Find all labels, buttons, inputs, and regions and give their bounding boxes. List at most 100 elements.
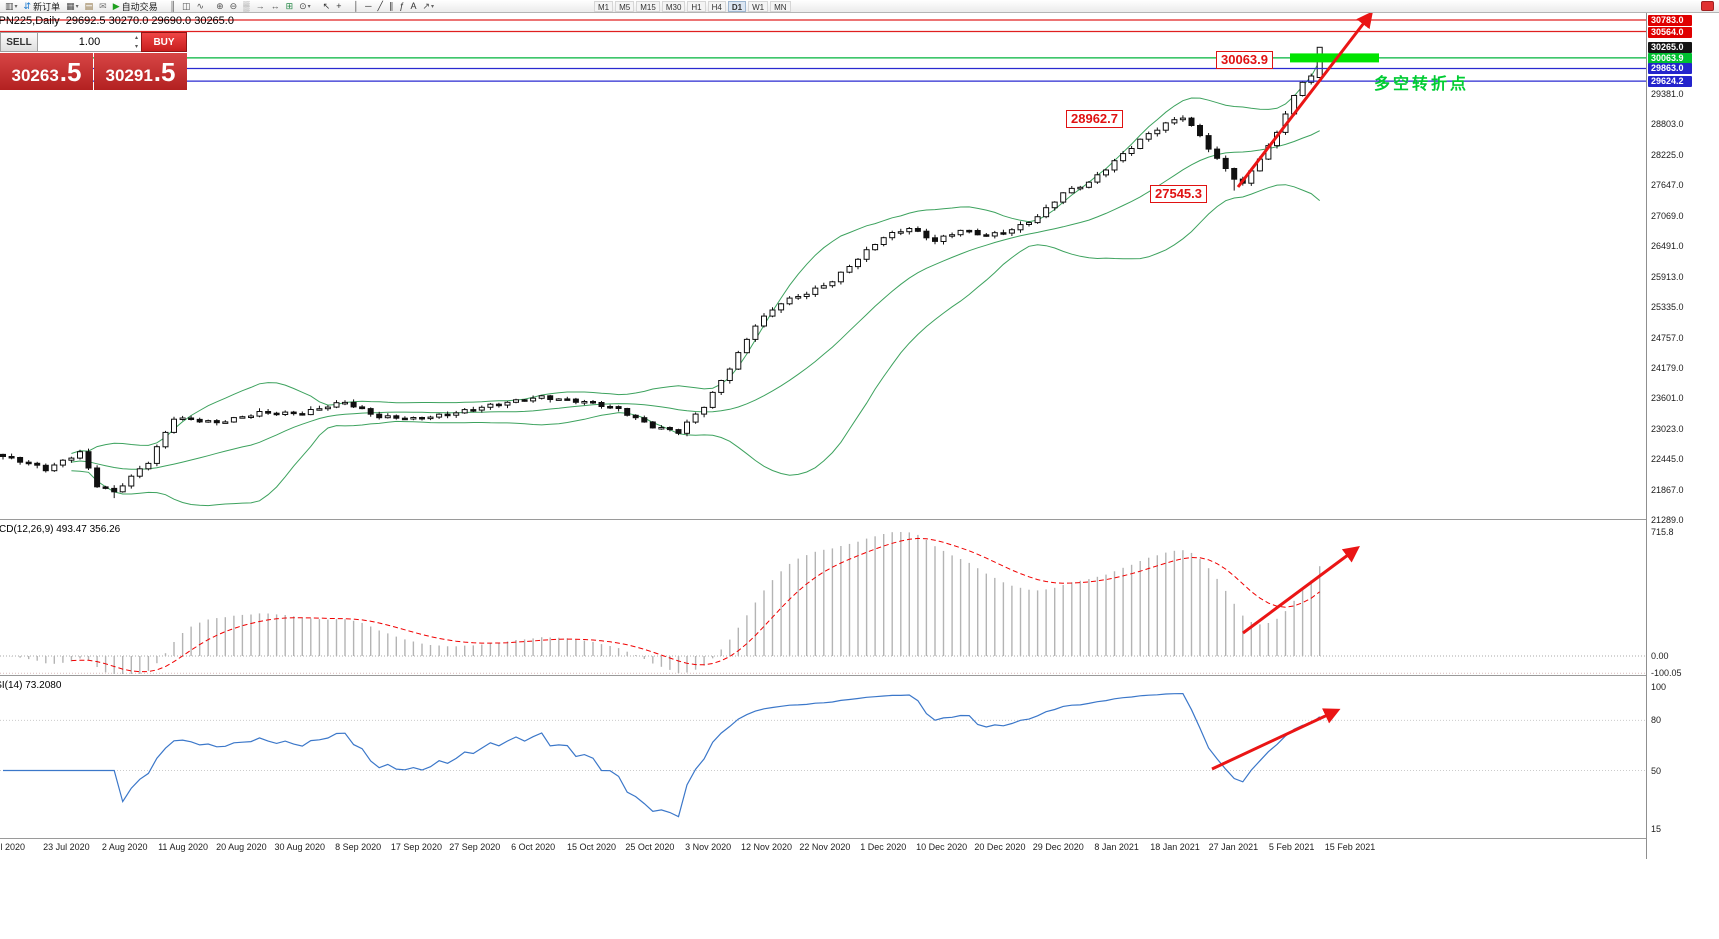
channel-icon[interactable]: ∥: [387, 0, 396, 12]
volume-spinner[interactable]: ▴ ▾: [135, 34, 138, 52]
vline-icon-glyph: │: [353, 1, 360, 11]
chart-window-icon-glyph: ▥: [5, 1, 14, 11]
crosshair-icon[interactable]: +: [334, 0, 343, 12]
main-toolbar: ▥ ▾ ⇵ 新订单 ▦ ▾ ▤ ✉ ▶ 自动交易 ║ ◫ ∿ ⊕ ⊖ ▒ → ↔ ⊞ ⊙ ▾ ↖ + │ ─ ╱ ∥ ƒ A ↗ ▾ M1 M…: [0, 0, 1719, 13]
price-level-chip: 30564.0: [1648, 26, 1692, 38]
vline-icon[interactable]: │: [351, 0, 361, 12]
timeframe-h4[interactable]: H4: [707, 0, 726, 12]
panel-separator[interactable]: [0, 519, 1719, 520]
price-annotation[interactable]: 27545.3: [1150, 185, 1207, 203]
buy-price-button[interactable]: 30291 .5: [94, 53, 187, 90]
timeframe-m1[interactable]: M1: [594, 0, 614, 12]
indicators-icon[interactable]: ⊞: [284, 0, 296, 12]
profiles-icon[interactable]: ▤: [83, 0, 96, 12]
text-icon-glyph: A: [410, 1, 417, 11]
candlestick-mode-icon-glyph: ◫: [182, 1, 191, 11]
turning-point-label[interactable]: 多空转折点: [1374, 76, 1470, 93]
timeframe-m15[interactable]: M15: [636, 0, 660, 12]
time-axis-label: 1 Dec 2020: [860, 842, 907, 852]
charts-menu-icon[interactable]: ▦ ▾: [64, 0, 81, 12]
line-chart-mode-icon-glyph: ∿: [196, 1, 205, 11]
buy-price-value: 30291: [105, 66, 153, 85]
axis-label: 0.00: [1651, 651, 1669, 661]
zoom-out-icon-glyph: ⊖: [229, 1, 238, 11]
axis-label: 100: [1651, 682, 1667, 692]
timeframe-toolbar: M1 M5 M15 M30 H1 H4 D1 W1 MN: [593, 0, 792, 12]
chart-shift-icon[interactable]: ↔: [269, 0, 282, 12]
time-axis-label: 8 Sep 2020: [335, 842, 382, 852]
candlestick-mode-icon[interactable]: ◫: [180, 0, 193, 12]
cursor-icon-glyph: ↖: [322, 1, 331, 11]
timeframe-h1[interactable]: H1: [687, 0, 706, 12]
time-axis-label: 10 Dec 2020: [916, 842, 968, 852]
timeframe-w1[interactable]: W1: [748, 0, 769, 12]
buy-button[interactable]: BUY: [141, 32, 187, 52]
charts-canvas[interactable]: [0, 0, 1646, 860]
axis-label: 80: [1651, 715, 1662, 726]
autotrading-button[interactable]: ▶ 自动交易: [111, 0, 160, 12]
sell-price-frac: .5: [59, 57, 82, 87]
mail-icon[interactable]: ✉: [97, 0, 109, 12]
auto-scroll-icon-glyph: →: [255, 1, 265, 11]
timeframe-d1[interactable]: D1: [727, 0, 747, 12]
axis-label: 22445.0: [1651, 454, 1684, 465]
axis-label: 25913.0: [1651, 271, 1684, 282]
tile-windows-icon[interactable]: ▒: [241, 0, 251, 12]
timeframe-mn[interactable]: MN: [770, 0, 791, 12]
time-axis-label: 5 Feb 2021: [1268, 842, 1315, 852]
trendline-icon[interactable]: ╱: [376, 0, 385, 12]
time-axis-label: Jul 2020: [0, 842, 26, 852]
volume-up-icon[interactable]: ▴: [134, 35, 138, 41]
periods-icon[interactable]: ⊙ ▾: [297, 0, 313, 12]
time-axis-label: 6 Oct 2020: [511, 842, 556, 852]
price-axis: 29381.0 28803.0 28225.0 27647.0 27069.0 26491…: [1646, 13, 1719, 859]
zoom-in-icon[interactable]: ⊕: [214, 0, 226, 12]
close-button[interactable]: [1701, 1, 1714, 11]
price-level-chip: 30265.0: [1648, 42, 1692, 54]
fibonacci-icon-glyph: ƒ: [399, 1, 405, 11]
price-annotation[interactable]: 28962.7: [1066, 110, 1123, 128]
volume-field[interactable]: 1.00 ▴ ▾: [38, 32, 141, 52]
charts-menu-icon-glyph: ▦: [66, 1, 75, 11]
time-axis-label: 20 Aug 2020: [216, 842, 267, 852]
hline-icon[interactable]: ─: [363, 0, 373, 12]
axis-label: 25335.0: [1651, 302, 1684, 313]
axis-label: 26491.0: [1651, 241, 1684, 252]
timeframe-m30[interactable]: M30: [661, 0, 686, 12]
cursor-icon[interactable]: ↖: [321, 0, 333, 12]
buy-price-frac: .5: [153, 57, 176, 87]
dropdown-caret-icon: ▾: [431, 3, 435, 10]
sell-price-button[interactable]: 30263 .5: [0, 53, 93, 90]
axis-label: 29381.0: [1651, 88, 1684, 99]
fibonacci-icon[interactable]: ƒ: [397, 0, 406, 12]
time-axis-label: 18 Jan 2021: [1150, 842, 1200, 852]
text-icon[interactable]: A: [408, 0, 418, 12]
price-annotation[interactable]: 30063.9: [1216, 51, 1273, 69]
time-axis-label: 8 Jan 2021: [1094, 842, 1139, 852]
tile-windows-icon-glyph: ▒: [243, 1, 250, 11]
time-axis-label: 25 Oct 2020: [625, 842, 675, 852]
time-axis-label: 11 Aug 2020: [158, 842, 208, 852]
line-chart-mode-icon[interactable]: ∿: [195, 0, 207, 12]
sell-button[interactable]: SELL: [0, 32, 38, 52]
new-order-button[interactable]: ⇵ 新订单: [22, 0, 63, 12]
time-axis-label: 29 Dec 2020: [1032, 842, 1084, 852]
new-order-button-glyph: ⇵: [23, 1, 32, 11]
timeframe-m5[interactable]: M5: [615, 0, 635, 12]
arrows-icon[interactable]: ↗ ▾: [420, 0, 436, 12]
axis-label: 27647.0: [1651, 180, 1684, 191]
time-axis-label: 30 Aug 2020: [274, 842, 326, 852]
axis-label: 715.8: [1651, 527, 1674, 538]
axis-label: 21289.0: [1651, 515, 1684, 526]
price-level-chip: 29863.0: [1648, 63, 1692, 75]
trendline-icon-glyph: ╱: [377, 1, 383, 11]
chart-window-icon[interactable]: ▥ ▾: [3, 0, 20, 12]
chart-title: JPN225,Daily 29692.5 30270.0 29690.0 302…: [0, 15, 234, 27]
time-axis-label: 12 Nov 2020: [741, 842, 793, 852]
auto-scroll-icon[interactable]: →: [254, 0, 267, 12]
bar-chart-mode-icon[interactable]: ║: [168, 0, 178, 12]
panel-separator[interactable]: [0, 675, 1719, 676]
volume-down-icon[interactable]: ▾: [134, 44, 138, 50]
zoom-out-icon[interactable]: ⊖: [228, 0, 240, 12]
